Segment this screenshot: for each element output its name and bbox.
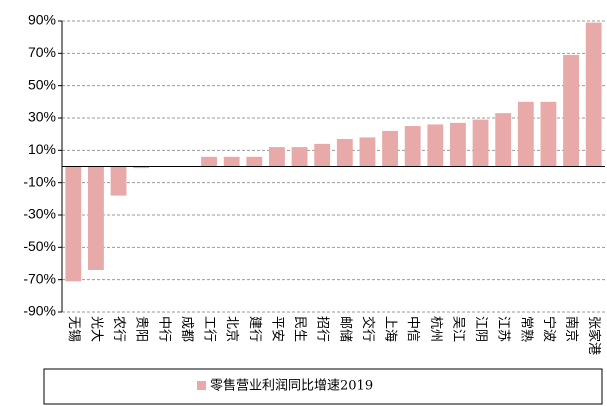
bar	[472, 119, 489, 167]
x-tick-label: 张家港	[586, 316, 602, 355]
legend-label: 零售营业利润同比增速2019	[210, 378, 373, 394]
x-tick-label: 杭州	[428, 316, 443, 342]
x-tick-label: 吴江	[450, 316, 465, 342]
bar	[65, 166, 82, 282]
x-tick-label: 南京	[564, 316, 580, 342]
y-tick-label: -50%	[23, 238, 56, 254]
bar	[336, 139, 353, 167]
bar	[223, 156, 240, 167]
bar	[495, 113, 512, 167]
x-tick-label: 招行	[315, 316, 330, 342]
bar	[314, 143, 331, 167]
x-tick-label: 成都	[179, 316, 194, 342]
bar	[133, 166, 150, 169]
y-tick-label: 10%	[28, 141, 56, 157]
y-tick-label: 90%	[28, 12, 56, 28]
x-tick-label: 民生	[292, 316, 307, 342]
x-tick-label: 贵阳	[134, 316, 149, 342]
y-tick-label: 70%	[28, 44, 56, 60]
x-tick-label: 中行	[156, 316, 171, 342]
x-tick-label: 邮储	[337, 316, 352, 342]
y-tick-label: -10%	[23, 173, 56, 189]
x-tick-label: 光大	[88, 316, 103, 342]
bar	[246, 156, 263, 167]
legend-swatch	[197, 381, 206, 390]
bar	[110, 166, 127, 196]
x-tick-label: 上海	[383, 316, 398, 342]
bar	[88, 166, 104, 270]
bar	[382, 130, 398, 167]
x-tick-label: 无锡	[66, 316, 81, 342]
y-tick-label: 30%	[28, 109, 56, 125]
y-tick-label: -30%	[23, 206, 56, 222]
y-tick-label: -70%	[23, 270, 56, 286]
x-tick-label: 农行	[111, 316, 126, 342]
bar	[269, 147, 285, 167]
x-tick-label: 江阴	[473, 316, 488, 342]
bar	[201, 156, 217, 167]
y-tick-label: 50%	[28, 76, 56, 92]
x-tick-label: 工行	[202, 316, 217, 342]
bar	[517, 101, 534, 167]
bar	[563, 54, 579, 167]
bar	[291, 147, 308, 167]
bar	[404, 126, 421, 167]
x-tick-label: 平安	[269, 316, 284, 342]
bar	[450, 122, 466, 167]
bar	[540, 101, 557, 167]
x-tick-label: 宁波	[541, 316, 557, 342]
legend-box	[43, 368, 603, 405]
x-tick-label: 江苏	[496, 316, 512, 342]
bar	[427, 124, 444, 167]
bar	[359, 137, 376, 167]
x-tick-label: 交行	[360, 316, 376, 342]
bar	[585, 22, 602, 167]
x-tick-label: 建行	[247, 316, 262, 342]
x-tick-label: 中信	[405, 316, 420, 342]
y-tick-label: -90%	[23, 303, 56, 319]
x-tick-label: 北京	[224, 316, 239, 342]
x-tick-label: 常熟	[518, 316, 534, 342]
